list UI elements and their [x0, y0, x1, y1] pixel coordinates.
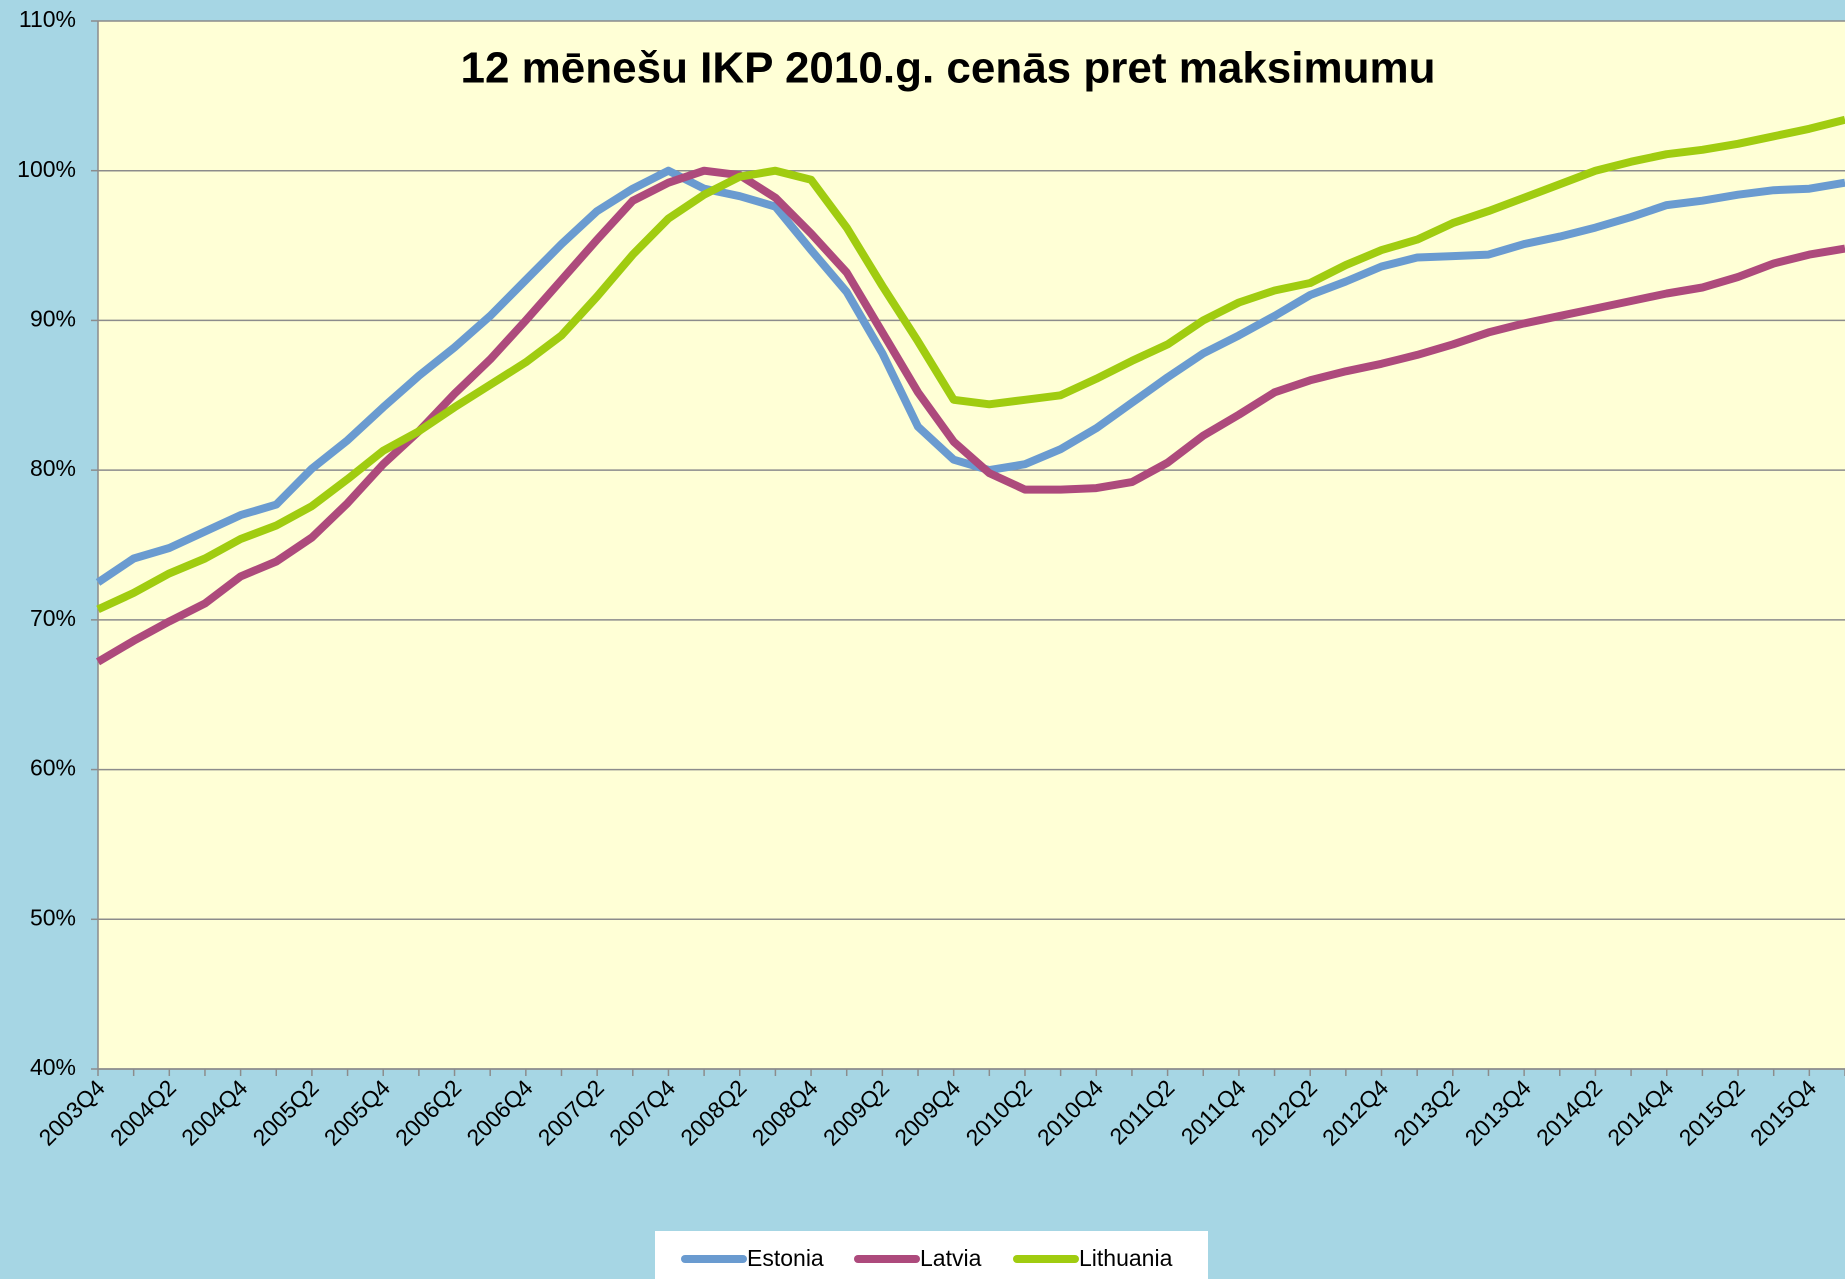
x-tick-label: 2005Q4 — [319, 1074, 395, 1150]
x-tick-label: 2007Q4 — [604, 1074, 680, 1150]
y-tick-label: 110% — [19, 6, 76, 32]
x-tick-label: 2013Q4 — [1460, 1074, 1536, 1150]
x-tick-label: 2009Q2 — [818, 1074, 894, 1150]
legend — [655, 1231, 1208, 1279]
x-tick-label: 2014Q2 — [1531, 1074, 1607, 1150]
x-tick-label: 2015Q4 — [1745, 1074, 1821, 1150]
x-tick-label: 2007Q2 — [533, 1074, 609, 1150]
x-tick-label: 2012Q4 — [1317, 1074, 1393, 1150]
legend-label: Lithuania — [1079, 1245, 1173, 1271]
line-series — [95, 166, 1845, 586]
x-tick-label: 2004Q4 — [176, 1074, 252, 1150]
y-tick-label: 70% — [30, 605, 76, 631]
line-series — [96, 115, 1845, 614]
legend-label: Estonia — [747, 1245, 824, 1271]
x-tick-label: 2012Q2 — [1246, 1074, 1322, 1150]
x-tick-label: 2006Q4 — [461, 1074, 537, 1150]
x-tick-label: 2008Q2 — [675, 1074, 751, 1150]
x-tick-label: 2011Q4 — [1176, 1074, 1251, 1149]
x-tick-label: 2009Q4 — [889, 1074, 965, 1150]
y-tick-label: 100% — [17, 156, 76, 182]
x-tick-label: 2004Q2 — [105, 1074, 181, 1150]
y-tick-label: 90% — [30, 306, 76, 332]
chart-title: 12 mēnešu IKP 2010.g. cenās pret maksimu… — [461, 44, 1436, 93]
x-tick-label: 2011Q2 — [1104, 1074, 1179, 1149]
x-tick-label: 2003Q4 — [34, 1074, 110, 1150]
x-tick-label: 2013Q2 — [1388, 1074, 1464, 1150]
y-tick-label: 60% — [30, 755, 76, 781]
x-tick-label: 2014Q4 — [1602, 1074, 1678, 1150]
x-tick-label: 2006Q2 — [390, 1074, 466, 1150]
x-tick-label: 2008Q4 — [747, 1074, 823, 1150]
x-tick-label: 2005Q2 — [247, 1074, 323, 1150]
x-tick-label: 2010Q4 — [1032, 1074, 1108, 1150]
legend-label: Latvia — [920, 1245, 982, 1271]
y-tick-label: 50% — [30, 904, 76, 930]
line-series — [95, 166, 1845, 666]
plot-area — [98, 21, 1845, 1069]
y-tick-label: 40% — [30, 1054, 76, 1080]
x-tick-label: 2015Q2 — [1674, 1074, 1750, 1150]
y-tick-label: 80% — [30, 455, 76, 481]
x-tick-label: 2010Q2 — [961, 1074, 1037, 1150]
